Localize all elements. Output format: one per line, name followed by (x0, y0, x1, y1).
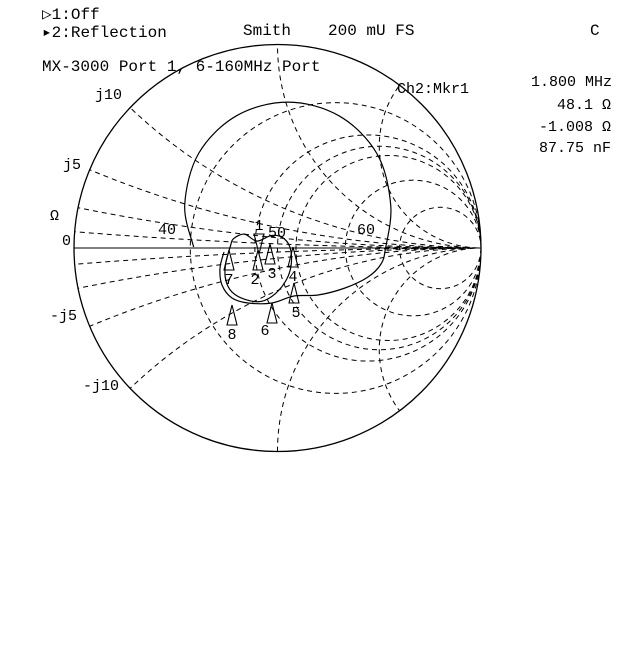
svg-text:7: 7 (224, 272, 233, 289)
svg-text:3: 3 (267, 266, 276, 283)
svg-text:2: 2 (250, 272, 259, 289)
svg-text:1: 1 (254, 218, 263, 235)
svg-text:6: 6 (260, 323, 269, 340)
svg-text:4: 4 (288, 269, 297, 286)
svg-text:8: 8 (227, 327, 236, 344)
svg-text:5: 5 (291, 305, 300, 322)
svg-text:50: 50 (268, 225, 286, 242)
